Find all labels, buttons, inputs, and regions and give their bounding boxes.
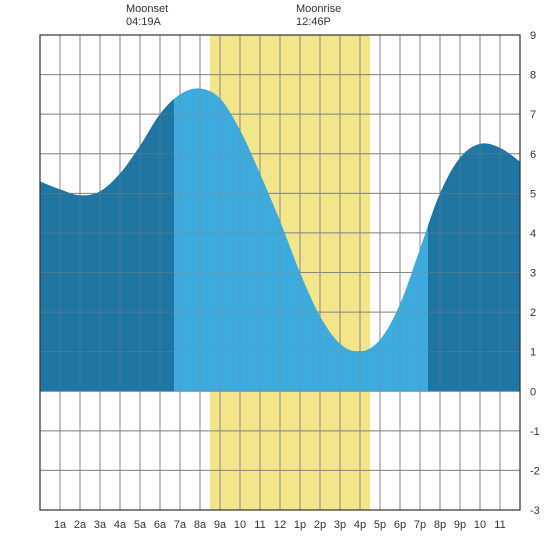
y-tick-label: -1 (530, 426, 540, 438)
y-tick-label: 4 (530, 228, 536, 240)
x-tick-label: 2p (314, 519, 326, 531)
x-tick-label: 8p (434, 519, 446, 531)
tide-chart: 1a2a3a4a5a6a7a8a9a1011121p2p3p4p5p6p7p8p… (0, 0, 550, 550)
x-tick-label: 6p (394, 519, 406, 531)
y-tick-label: 1 (530, 347, 536, 359)
x-tick-label: 1a (54, 519, 67, 531)
y-tick-label: -3 (530, 505, 540, 517)
x-tick-label: 7p (414, 519, 426, 531)
x-tick-label: 11 (254, 519, 265, 531)
x-tick-label: 10 (234, 519, 246, 531)
moonrise_time: 12:46P (296, 16, 331, 28)
moonrise_label: Moonrise (296, 3, 341, 15)
x-tick-label: 9a (214, 519, 227, 531)
x-tick-label: 3a (94, 519, 107, 531)
moonset_time: 04:19A (126, 16, 162, 28)
x-tick-label: 11 (494, 519, 505, 531)
x-tick-label: 1p (294, 519, 306, 531)
y-tick-label: 2 (530, 307, 536, 319)
x-tick-label: 10 (474, 519, 486, 531)
x-tick-label: 6a (154, 519, 167, 531)
y-tick-label: 7 (530, 109, 536, 121)
chart-svg: 1a2a3a4a5a6a7a8a9a1011121p2p3p4p5p6p7p8p… (0, 0, 550, 550)
x-tick-label: 4p (354, 519, 366, 531)
x-tick-label: 12 (274, 519, 286, 531)
y-tick-label: 5 (530, 188, 536, 200)
moonset_label: Moonset (126, 3, 168, 15)
y-tick-label: 9 (530, 30, 536, 42)
y-tick-label: 8 (530, 70, 536, 82)
x-tick-label: 9p (454, 519, 466, 531)
x-tick-label: 5p (374, 519, 386, 531)
x-tick-label: 7a (174, 519, 187, 531)
y-tick-label: 6 (530, 149, 536, 161)
x-tick-label: 2a (74, 519, 87, 531)
y-tick-label: 3 (530, 268, 536, 280)
y-tick-label: 0 (530, 386, 536, 398)
x-tick-label: 8a (194, 519, 207, 531)
x-tick-label: 3p (334, 519, 346, 531)
x-tick-label: 4a (114, 519, 127, 531)
x-tick-label: 5a (134, 519, 147, 531)
y-tick-label: -2 (530, 465, 540, 477)
